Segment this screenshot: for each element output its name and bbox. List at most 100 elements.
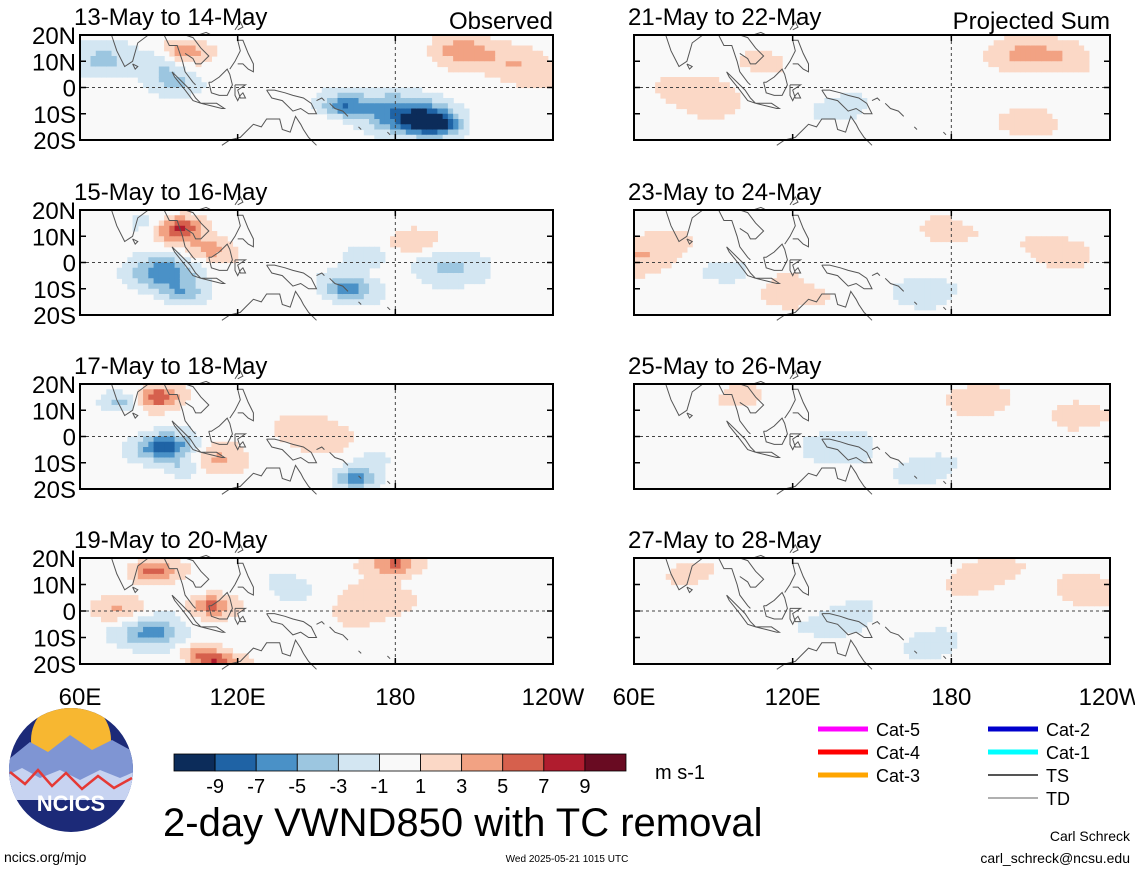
heatmap-cell (972, 563, 979, 570)
coastline (821, 613, 873, 638)
heatmap-cell (1046, 262, 1053, 269)
heatmap-cell (353, 589, 360, 596)
heatmap-cell (1078, 584, 1085, 591)
heatmap-cell (1041, 50, 1048, 57)
heatmap-cell (116, 40, 123, 47)
heatmap-cell (639, 267, 646, 274)
heatmap-cell (819, 431, 825, 438)
heatmap-cell (946, 215, 952, 222)
heatmap-cell (106, 56, 113, 62)
heatmap-cell (195, 605, 202, 612)
heatmap-cell (337, 103, 344, 110)
heatmap-cell (924, 225, 931, 232)
heatmap-cell (284, 573, 291, 580)
heatmap-cell (269, 584, 276, 591)
heatmap-cell (708, 262, 714, 269)
heatmap-cell (305, 584, 312, 591)
heatmap-cell (363, 283, 370, 290)
heatmap-cell (185, 77, 191, 83)
heatmap-cell (127, 61, 134, 68)
heatmap-cell (671, 77, 677, 83)
heatmap-cell (158, 648, 165, 654)
heatmap-cell (914, 473, 921, 480)
heatmap-cell (1083, 415, 1090, 422)
heatmap-cell (164, 288, 170, 295)
heatmap-cell (437, 119, 444, 125)
heatmap-cell (185, 257, 191, 264)
heatmap-cell (972, 231, 979, 237)
heatmap-cell (158, 462, 165, 469)
heatmap-cell (542, 66, 549, 73)
coastline (208, 68, 233, 96)
heatmap-cell (898, 299, 905, 306)
heatmap-cell (106, 600, 113, 607)
heatmap-cell (221, 658, 228, 665)
heatmap-cell (143, 384, 149, 390)
heatmap-cell (1083, 66, 1090, 73)
heatmap-cell (321, 288, 328, 295)
coastline (686, 586, 694, 594)
heatmap-cell (432, 252, 438, 258)
heatmap-cell (442, 113, 449, 120)
heatmap-cell (321, 283, 328, 290)
heatmap-cell (227, 452, 234, 459)
heatmap-cell (479, 278, 486, 285)
heatmap-cell (845, 621, 852, 628)
heatmap-cell (1030, 124, 1037, 131)
heatmap-cell (644, 241, 651, 248)
heatmap-cell (195, 252, 202, 258)
heatmap-cell (919, 468, 926, 474)
heatmap-cell (697, 568, 704, 575)
heatmap-cell (190, 642, 197, 649)
x-tick-label: 180 (375, 684, 415, 711)
heatmap-cell (840, 621, 847, 628)
heatmap-cell (290, 579, 297, 586)
heatmap-cell (195, 267, 202, 274)
heatmap-cell (169, 394, 176, 401)
heatmap-cell (242, 462, 249, 469)
heatmap-cell (384, 589, 391, 596)
heatmap-cell (750, 389, 757, 396)
heatmap-cell (379, 129, 386, 136)
heatmap-cell (935, 457, 942, 464)
heatmap-cell (206, 611, 212, 617)
heatmap-cell (164, 257, 170, 264)
heatmap-cell (158, 278, 165, 285)
heatmap-cell (458, 108, 465, 115)
heatmap-cell (169, 288, 176, 295)
heatmap-cell (132, 626, 139, 633)
heatmap-cell (924, 457, 931, 464)
heatmap-cell (153, 611, 160, 617)
heatmap-cell (930, 231, 937, 237)
heatmap-cell (416, 103, 423, 110)
heatmap-cell (813, 632, 820, 639)
heatmap-cell (1057, 50, 1063, 57)
heatmap-cell (1072, 40, 1079, 47)
heatmap-cell (803, 283, 810, 290)
heatmap-cell (1072, 399, 1079, 406)
heatmap-cell (169, 441, 176, 448)
heatmap-cell (998, 568, 1005, 575)
heatmap-cell (80, 66, 86, 73)
heatmap-cell (185, 210, 191, 216)
heatmap-cell (453, 252, 459, 258)
heatmap-cell (190, 436, 197, 443)
heatmap-cell (206, 462, 212, 469)
heatmap-cell (342, 119, 349, 125)
heatmap-cell (148, 82, 155, 89)
heatmap-cell (898, 468, 905, 474)
heatmap-cell (547, 82, 553, 89)
heatmap-cell (983, 399, 989, 406)
heatmap-cell (676, 77, 683, 83)
heatmap-cell (179, 288, 186, 295)
heatmap-cell (132, 61, 139, 68)
heatmap-cell (1009, 563, 1016, 570)
heatmap-cell (474, 278, 481, 285)
heatmap-cell (495, 45, 502, 52)
heatmap-cell (505, 61, 512, 68)
heatmap-cell (395, 113, 402, 120)
heatmap-cell (977, 384, 984, 390)
heatmap-cell (1046, 236, 1053, 243)
heatmap-cell (935, 220, 942, 227)
heatmap-cell (930, 215, 937, 222)
